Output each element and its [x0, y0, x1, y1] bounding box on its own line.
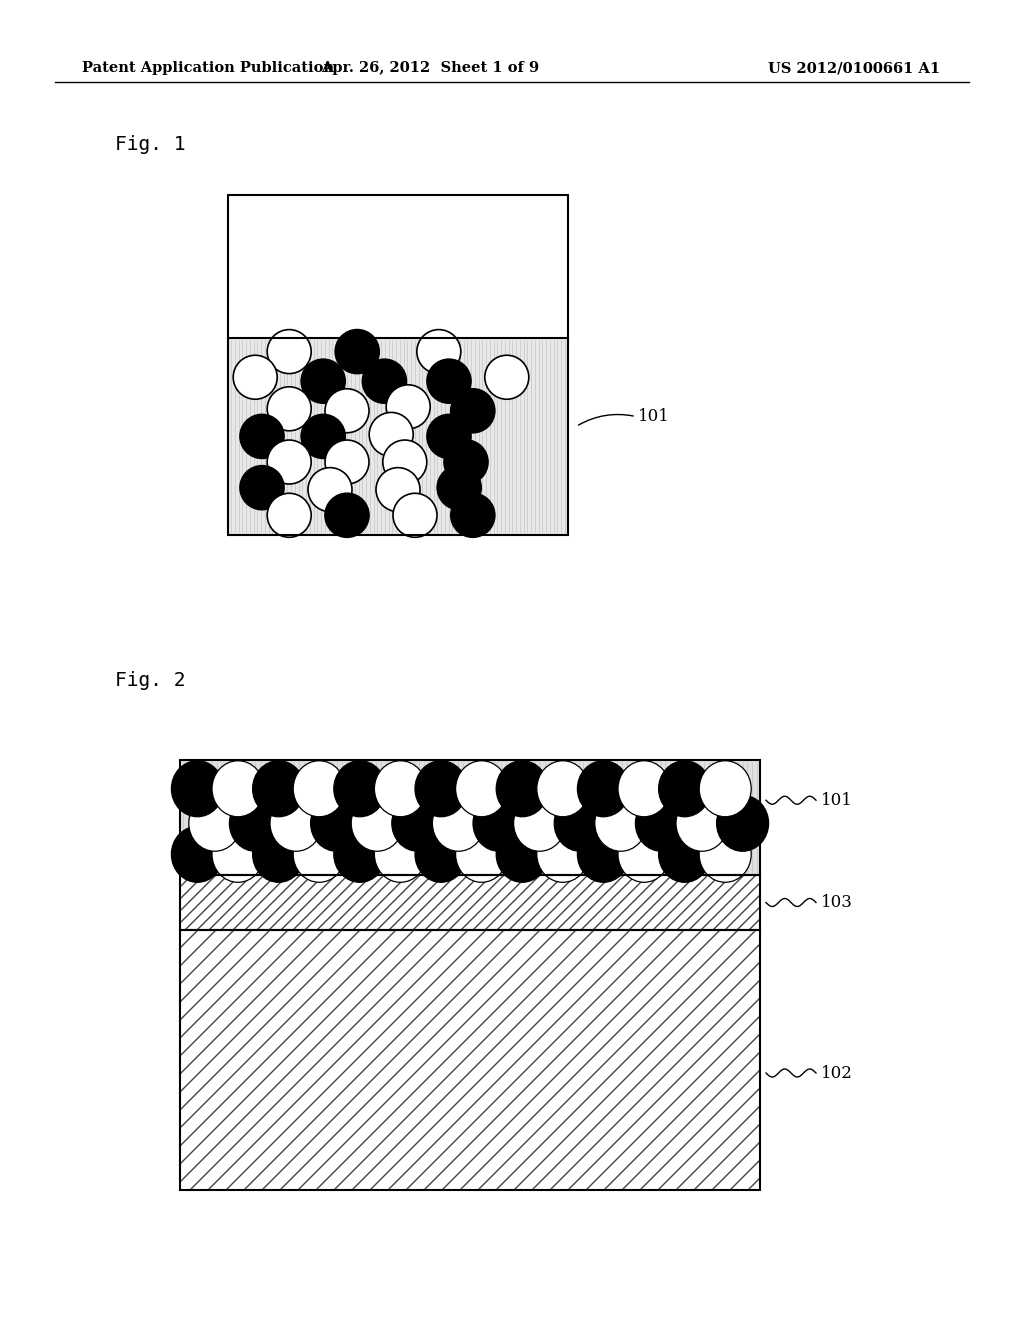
Ellipse shape [212, 760, 264, 817]
Ellipse shape [699, 760, 752, 817]
Ellipse shape [456, 826, 508, 882]
Ellipse shape [253, 760, 304, 817]
Ellipse shape [537, 826, 589, 882]
Ellipse shape [578, 826, 630, 882]
Bar [228, 195, 568, 535]
Ellipse shape [415, 760, 467, 817]
Ellipse shape [267, 387, 311, 430]
Ellipse shape [267, 440, 311, 484]
Ellipse shape [301, 414, 345, 458]
Ellipse shape [427, 414, 471, 458]
Text: Fig. 2: Fig. 2 [115, 671, 185, 689]
Text: Apr. 26, 2012  Sheet 1 of 9: Apr. 26, 2012 Sheet 1 of 9 [321, 61, 539, 75]
Bar [180, 931, 760, 1191]
Ellipse shape [484, 355, 528, 399]
Text: 102: 102 [821, 1064, 853, 1081]
Ellipse shape [427, 359, 471, 403]
Text: US 2012/0100661 A1: US 2012/0100661 A1 [768, 61, 940, 75]
Ellipse shape [578, 760, 630, 817]
Ellipse shape [392, 795, 443, 851]
Ellipse shape [362, 359, 407, 403]
Bar [180, 875, 760, 931]
Ellipse shape [267, 494, 311, 537]
Bar [228, 195, 568, 338]
Ellipse shape [310, 795, 362, 851]
Ellipse shape [325, 494, 369, 537]
Ellipse shape [595, 795, 647, 851]
Bar [228, 338, 568, 535]
Ellipse shape [497, 760, 548, 817]
Ellipse shape [432, 795, 484, 851]
Ellipse shape [537, 760, 589, 817]
Ellipse shape [375, 826, 426, 882]
Ellipse shape [618, 760, 670, 817]
Ellipse shape [415, 826, 467, 882]
Ellipse shape [658, 826, 711, 882]
Ellipse shape [301, 359, 345, 403]
Text: 101: 101 [638, 408, 670, 425]
Bar [180, 760, 760, 875]
Ellipse shape [370, 412, 414, 457]
Text: 103: 103 [821, 894, 853, 911]
Ellipse shape [451, 389, 495, 433]
Text: Patent Application Publication: Patent Application Publication [82, 61, 334, 75]
Ellipse shape [383, 440, 427, 484]
Ellipse shape [171, 760, 223, 817]
Ellipse shape [325, 389, 369, 433]
Ellipse shape [717, 795, 769, 851]
Ellipse shape [253, 826, 304, 882]
Ellipse shape [334, 826, 386, 882]
Text: Fig. 1: Fig. 1 [115, 136, 185, 154]
Ellipse shape [293, 826, 345, 882]
Ellipse shape [240, 414, 284, 458]
Ellipse shape [334, 760, 386, 817]
Ellipse shape [437, 466, 481, 510]
Ellipse shape [554, 795, 606, 851]
Ellipse shape [699, 826, 752, 882]
Ellipse shape [393, 494, 437, 537]
Ellipse shape [229, 795, 282, 851]
Ellipse shape [514, 795, 565, 851]
Ellipse shape [636, 795, 687, 851]
Ellipse shape [376, 467, 420, 512]
Ellipse shape [473, 795, 525, 851]
Ellipse shape [270, 795, 322, 851]
Ellipse shape [451, 494, 495, 537]
Ellipse shape [497, 826, 548, 882]
Ellipse shape [676, 795, 728, 851]
Ellipse shape [658, 760, 711, 817]
Ellipse shape [456, 760, 508, 817]
Ellipse shape [212, 826, 264, 882]
Bar [180, 875, 760, 931]
Ellipse shape [325, 440, 369, 484]
Ellipse shape [444, 440, 488, 484]
Ellipse shape [267, 330, 311, 374]
Ellipse shape [417, 330, 461, 374]
Ellipse shape [171, 826, 223, 882]
Ellipse shape [188, 795, 241, 851]
Ellipse shape [386, 385, 430, 429]
Ellipse shape [335, 330, 379, 374]
Bar [180, 931, 760, 1191]
Ellipse shape [375, 760, 426, 817]
Bar [180, 760, 760, 875]
Text: 101: 101 [821, 792, 853, 809]
Ellipse shape [240, 466, 284, 510]
Ellipse shape [233, 355, 278, 399]
Ellipse shape [351, 795, 403, 851]
Ellipse shape [308, 467, 352, 512]
Ellipse shape [293, 760, 345, 817]
Ellipse shape [618, 826, 670, 882]
